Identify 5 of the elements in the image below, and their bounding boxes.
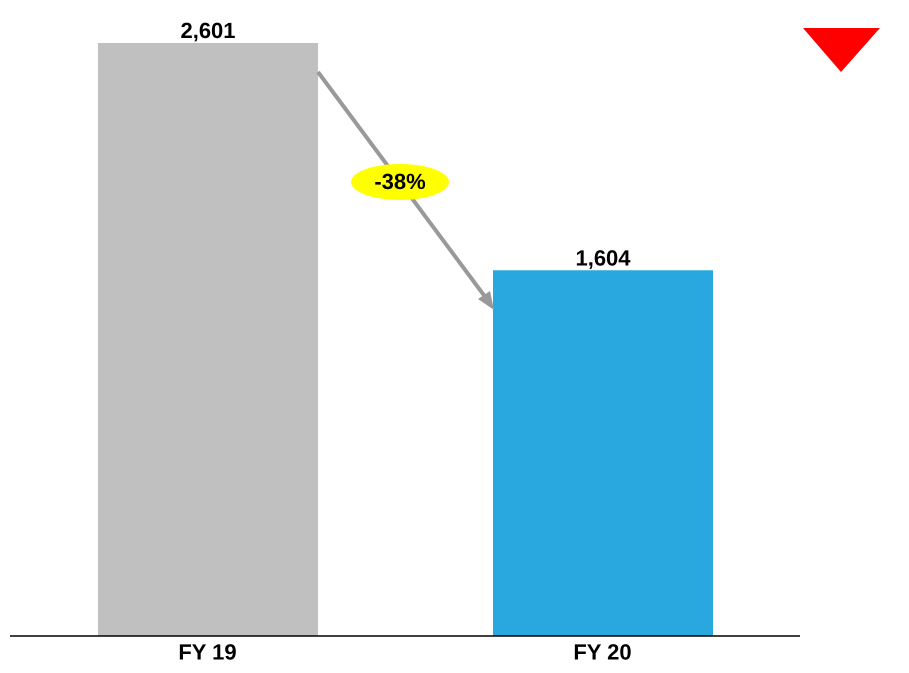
data-label: 2,601	[180, 18, 236, 43]
x-tick-label: FY 19	[178, 640, 237, 665]
x-tick-label: FY 20	[573, 640, 632, 665]
annotation: -38%	[351, 164, 449, 200]
data-label: 1,604	[575, 245, 632, 270]
